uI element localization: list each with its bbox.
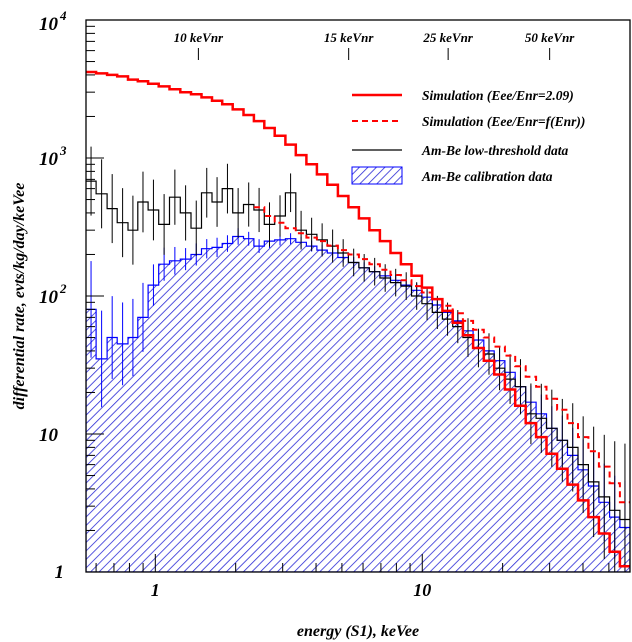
simulation-2-09-line <box>86 70 630 568</box>
y-tick-label: 10 <box>39 149 59 170</box>
y-tick-exponent: 3 <box>59 143 67 158</box>
legend-swatch-hatched <box>351 166 403 185</box>
x-tick-label: 10 <box>413 580 431 600</box>
legend-label: Simulation (Eee/Enr=f(Enr)) <box>422 114 585 129</box>
top-axis-label: 25 keVnr <box>422 30 473 45</box>
axes: 10 keVnr 15 keVnr 25 keVnr 50 keVnr <box>85 19 631 573</box>
x-tick-label: 1 <box>151 580 160 600</box>
low-threshold-histogram <box>86 180 630 521</box>
legend: Simulation (Eee/Enr=2.09) Simulation (Eee… <box>351 88 585 185</box>
top-axis-label: 15 keVnr <box>324 30 374 45</box>
top-axis-label: 10 keVnr <box>174 30 224 45</box>
plot-area <box>86 70 630 572</box>
y-tick-label: 10 <box>39 287 59 308</box>
y-tick-exponent: 2 <box>59 281 67 296</box>
y-tick-label: 10 <box>39 425 59 446</box>
y-tick-label: 1 <box>55 562 65 583</box>
legend-label: Simulation (Eee/Enr=2.09) <box>422 88 574 103</box>
y-tick-label: 10 <box>39 14 59 35</box>
legend-label: Am-Be calibration data <box>421 169 553 184</box>
y-tick-exponent: 4 <box>59 8 67 23</box>
y-axis-title: differential rate, evts/kg/day/keVee <box>11 183 28 410</box>
legend-label: Am-Be low-threshold data <box>421 143 569 158</box>
calibration-histogram <box>86 235 630 572</box>
top-axis-label: 50 keVnr <box>525 30 575 45</box>
x-axis-title: energy (S1), keVee <box>297 623 419 640</box>
